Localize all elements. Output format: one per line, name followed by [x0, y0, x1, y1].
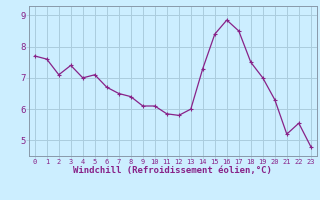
- X-axis label: Windchill (Refroidissement éolien,°C): Windchill (Refroidissement éolien,°C): [73, 166, 272, 175]
